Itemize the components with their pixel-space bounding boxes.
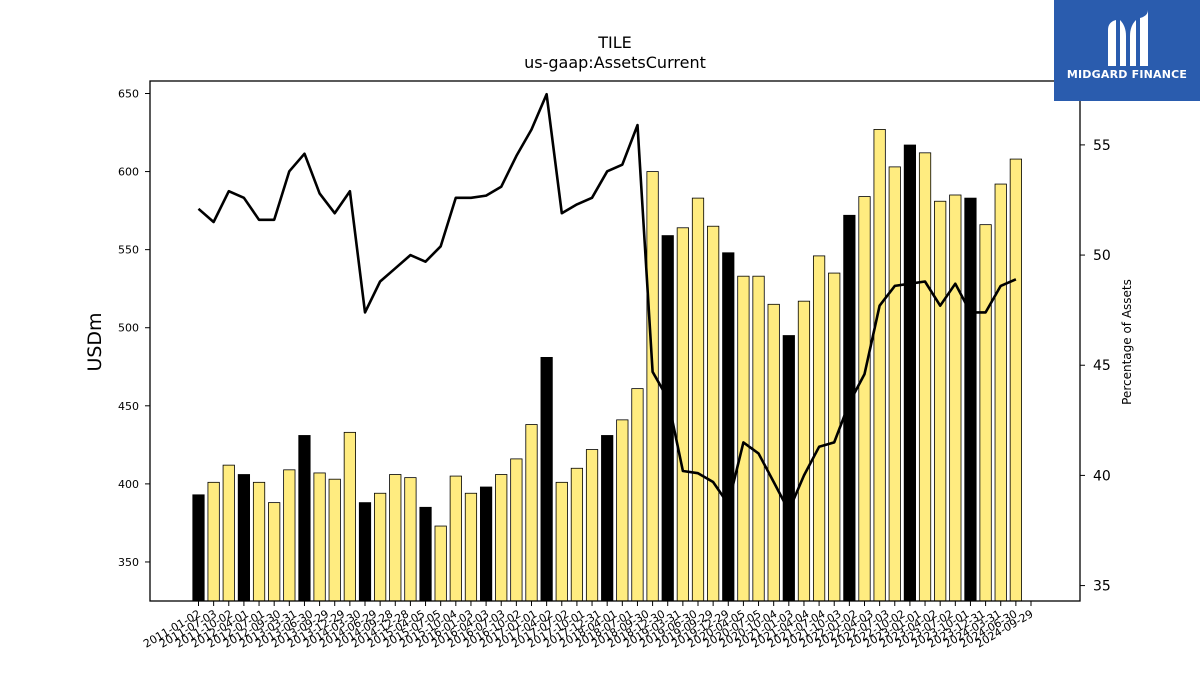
brand-logo: MIDGARD FINANCE (1054, 0, 1200, 101)
y-tick-label: 500 (118, 322, 139, 335)
chart-title: TILE (597, 33, 632, 52)
y-tick-label: 450 (118, 400, 139, 413)
bar-2020-04-05 (752, 275, 765, 602)
y-tick-label: 600 (118, 166, 139, 179)
bar-2011-04-03 (207, 481, 220, 602)
bar-2023-04-02 (934, 200, 947, 602)
chart-subtitle: us-gaap:AssetsCurrent (524, 53, 706, 72)
bar-2017-01-01 (555, 481, 568, 602)
bar-2018-07-01 (646, 171, 659, 602)
bar-2023-01-01 (918, 152, 932, 602)
bar-2013-06-30 (343, 431, 356, 602)
brand-name: MIDGARD FINANCE (1066, 68, 1188, 81)
y-tick-label: 650 (118, 87, 139, 100)
midgard-logo-icon (1108, 10, 1148, 66)
bar-2024-03-31 (994, 183, 1007, 602)
bar-2019-12-29 (737, 275, 750, 602)
bar-2012-09-30 (298, 435, 311, 602)
bar-2013-12-29 (374, 492, 387, 602)
bar-2011-07-03 (222, 464, 235, 602)
bar-2021-10-03 (843, 214, 856, 602)
bar-2023-12-31 (979, 224, 992, 602)
bar-2012-04-01 (268, 502, 281, 602)
bar-2020-07-05 (767, 303, 780, 602)
bar-2014-03-30 (389, 474, 402, 602)
bar-2017-10-01 (601, 435, 614, 602)
bar-2022-01-02 (858, 196, 871, 602)
line-series (197, 92, 1017, 513)
y2-tick-label: 55 (1093, 138, 1111, 154)
bar-2018-12-30 (676, 227, 689, 602)
bar-2014-09-28 (419, 506, 432, 602)
bar-2022-07-03 (888, 166, 901, 602)
bar-2022-04-03 (873, 129, 886, 602)
bar-2013-03-31 (328, 478, 341, 602)
x-axis: 2011-01-022011-07-032011-10-022012-04-01… (141, 601, 1036, 651)
y-tick-label: 400 (118, 478, 139, 491)
bar-2017-04-02 (570, 467, 584, 602)
bar-2013-09-29 (358, 502, 372, 602)
bar-2016-10-02 (540, 356, 553, 602)
y-axis-label: USDm (84, 312, 106, 371)
bar-2015-10-04 (479, 486, 493, 602)
bar-2012-01-01 (252, 481, 266, 602)
bar-2021-07-04 (828, 272, 841, 602)
bar-2016-07-03 (525, 424, 538, 602)
y-tick-label: 550 (118, 244, 139, 257)
bar-2017-12-31 (616, 419, 629, 602)
y2-tick-label: 45 (1093, 358, 1111, 374)
y2-axis-label: Percentage of Assets (1120, 279, 1134, 405)
bar-2012-12-30 (313, 472, 326, 602)
bar-2011-10-02 (237, 474, 251, 602)
right-axis: 35 40 45 50 55 (1080, 138, 1111, 595)
bar-2014-06-29 (404, 477, 417, 602)
bar-2019-03-31 (691, 197, 705, 602)
bar-2017-07-02 (585, 449, 599, 602)
bar-2019-09-29 (722, 252, 735, 602)
plot-frame (149, 80, 1081, 602)
bar-2021-01-03 (797, 300, 811, 602)
y-tick-label: 350 (118, 556, 139, 569)
bar-2023-10-01 (964, 197, 977, 602)
bar-2016-04-03 (510, 458, 523, 602)
bar-2015-07-05 (464, 492, 478, 602)
bar-series (192, 129, 1022, 602)
bar-2022-10-02 (903, 144, 917, 602)
bar-2021-04-04 (812, 255, 826, 602)
bar-2016-01-03 (495, 474, 508, 602)
line-path (197, 92, 1017, 513)
bar-2019-06-30 (707, 225, 720, 602)
bar-2012-07-01 (283, 469, 296, 602)
bar-2024-06-30 (1009, 158, 1022, 602)
left-axis: 350 400 450 500 550 600 650 (118, 87, 150, 569)
y2-tick-label: 35 (1093, 579, 1111, 595)
y2-tick-label: 40 (1093, 468, 1111, 484)
bar-2011-01-02 (192, 494, 205, 602)
bar-2020-10-04 (782, 335, 795, 602)
bar-2018-04-01 (631, 388, 644, 602)
bar-2015-04-05 (449, 475, 462, 602)
bar-2014-12-28 (434, 525, 447, 602)
bar-2023-07-02 (949, 194, 962, 602)
y2-tick-label: 50 (1093, 248, 1111, 264)
